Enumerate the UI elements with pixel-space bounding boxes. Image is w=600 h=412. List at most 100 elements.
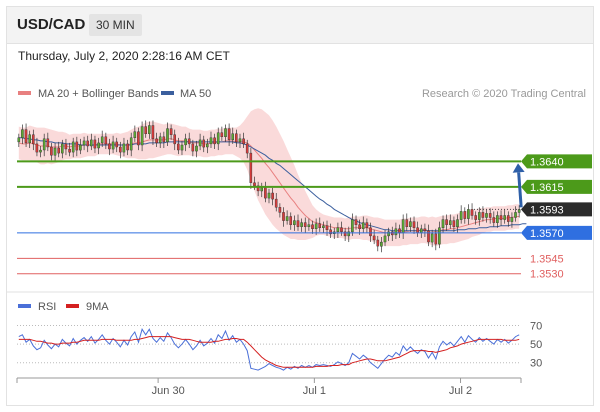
ma50-legend-swatch: [161, 91, 174, 95]
candle-body: [242, 138, 245, 145]
candle-body: [358, 224, 361, 229]
candle-body: [517, 209, 521, 213]
candle-body: [365, 222, 369, 228]
candle-body: [376, 239, 380, 247]
resistance-2-tag: [521, 154, 592, 169]
candle-body: [122, 143, 126, 153]
candle-body: [369, 227, 372, 237]
candle-body: [64, 143, 68, 150]
candle-body: [35, 143, 39, 153]
candle-body: [93, 139, 97, 149]
candle-body: [267, 192, 271, 199]
candle-body: [209, 137, 213, 145]
candle-body: [17, 137, 21, 143]
candle-body: [318, 223, 322, 228]
candle-body: [398, 228, 401, 234]
x-tick-label: Jun 30: [152, 385, 185, 397]
candle-body: [205, 143, 209, 148]
x-tick-label: Jul 2: [449, 385, 472, 397]
candle-body: [499, 215, 503, 220]
candle-body: [412, 221, 416, 228]
symbol-title: USD/CAD: [17, 16, 86, 33]
candle-body: [151, 125, 155, 140]
resistance-1-label: 1.3615: [530, 182, 564, 194]
resistance-2-label: 1.3640: [530, 156, 564, 168]
timeframe-badge[interactable]: 30 MIN: [89, 14, 142, 36]
candle-body: [68, 148, 71, 153]
candle-body: [133, 131, 137, 138]
candle-body: [104, 136, 108, 145]
candle-body: [89, 139, 93, 147]
credit-label: Research © 2020 Trading Central: [422, 88, 586, 100]
candle-body: [129, 137, 133, 151]
candle-body: [256, 185, 260, 192]
candle-body: [427, 230, 430, 243]
candle-body: [438, 227, 441, 245]
candle-body: [108, 143, 111, 150]
candle-body: [100, 136, 104, 144]
candle-body: [227, 128, 231, 141]
candle-body: [169, 128, 173, 135]
candle-body: [296, 220, 300, 227]
candle-body: [253, 182, 256, 187]
candle-body: [173, 134, 177, 145]
candle-body: [147, 125, 151, 134]
candle-body: [260, 187, 264, 192]
candle-body: [336, 227, 340, 232]
candle-body: [434, 233, 438, 245]
bollinger-band: [18, 108, 520, 247]
candle-body: [42, 138, 46, 151]
candle-body: [24, 129, 28, 144]
pivot-label: 1.3570: [530, 228, 564, 240]
candle-body: [507, 215, 510, 222]
candle-body: [97, 142, 100, 149]
support-1-label: 1.3545: [530, 253, 564, 265]
candle-body: [46, 138, 50, 148]
timestamp-label: Thursday, July 2, 2020 2:28:16 AM CET: [18, 49, 230, 63]
projection-arrow-shaft: [517, 172, 523, 208]
rsi-legend-label: RSI: [38, 301, 56, 313]
candle-body: [307, 224, 311, 227]
candle-body: [231, 133, 235, 140]
candle-body: [314, 223, 318, 229]
candle-body: [39, 149, 42, 153]
candle-body: [293, 220, 296, 225]
candle-body: [441, 219, 445, 229]
candle-body: [86, 140, 89, 147]
candle-body: [394, 228, 398, 236]
candle-body: [115, 141, 118, 148]
candle-body: [234, 133, 238, 143]
candle-body: [216, 132, 220, 145]
resistance-1-tag: [521, 179, 592, 194]
candle-body: [187, 138, 191, 145]
candle-body: [510, 217, 514, 222]
candle-body: [137, 131, 140, 146]
candle-body: [467, 209, 470, 219]
ma50-legend-label: MA 50: [180, 88, 211, 100]
candle-body: [401, 219, 405, 234]
support-2-label: 1.3530: [530, 269, 564, 281]
candle-body: [485, 213, 488, 218]
candle-body: [311, 224, 314, 229]
candle-body: [274, 198, 278, 208]
candle-body: [238, 138, 242, 143]
candle-body: [409, 221, 412, 227]
x-tick-label: Jul 1: [303, 385, 326, 397]
projection-arrow-head: [512, 163, 525, 173]
rsi-ma-legend-swatch: [66, 304, 79, 308]
candle-body: [21, 129, 24, 139]
rsi-ma-legend-label: 9MA: [86, 301, 109, 313]
candle-body: [82, 140, 86, 146]
candle-body: [463, 211, 467, 219]
candle-body: [300, 222, 303, 227]
candle-body: [264, 187, 267, 199]
candle-body: [75, 141, 79, 151]
candle-body: [456, 219, 459, 228]
candle-body: [166, 128, 169, 143]
rsi-ma-line: [18, 336, 520, 368]
candle-body: [285, 216, 289, 221]
current-price-tag: [521, 202, 592, 217]
rsi-legend-swatch: [18, 304, 31, 308]
candle-body: [430, 233, 434, 243]
